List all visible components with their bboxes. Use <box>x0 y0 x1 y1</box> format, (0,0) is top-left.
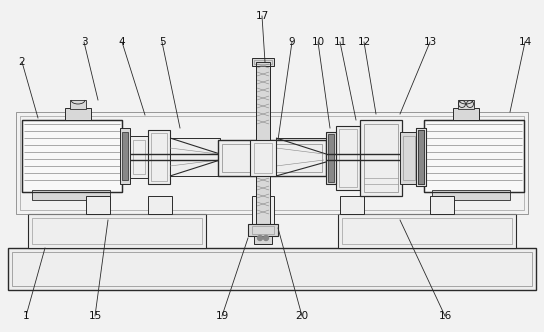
Text: 10: 10 <box>311 37 325 47</box>
Bar <box>338 214 516 248</box>
Bar <box>252 58 274 66</box>
Bar <box>252 196 274 224</box>
Bar <box>256 62 270 140</box>
Text: 16: 16 <box>438 311 452 321</box>
Circle shape <box>263 235 269 240</box>
Text: 2: 2 <box>18 57 26 67</box>
Bar <box>65 108 91 120</box>
Text: 11: 11 <box>333 37 347 47</box>
Bar <box>416 128 426 186</box>
Circle shape <box>257 235 263 240</box>
Bar <box>416 128 426 186</box>
Text: 17: 17 <box>255 11 269 21</box>
Bar <box>400 132 418 184</box>
Bar <box>12 252 532 286</box>
Text: 5: 5 <box>159 37 165 47</box>
Text: 15: 15 <box>88 311 102 321</box>
Bar <box>418 130 424 184</box>
Bar <box>20 116 524 210</box>
Bar <box>32 218 202 244</box>
Bar <box>8 248 536 290</box>
Bar <box>458 100 474 109</box>
Bar <box>256 62 270 140</box>
Bar <box>32 190 110 200</box>
Bar <box>403 136 415 180</box>
Bar <box>86 196 110 214</box>
Text: 3: 3 <box>81 37 88 47</box>
Bar <box>218 140 326 176</box>
Bar <box>254 143 272 173</box>
Bar <box>22 120 122 192</box>
Bar <box>276 138 326 176</box>
Bar <box>252 226 274 234</box>
Bar <box>328 134 334 182</box>
Bar <box>222 144 322 172</box>
Bar <box>424 120 524 192</box>
Bar <box>342 218 512 244</box>
Bar <box>360 120 402 196</box>
Bar <box>148 196 172 214</box>
Bar <box>28 214 206 248</box>
Bar <box>364 124 398 192</box>
Text: 4: 4 <box>119 37 125 47</box>
Bar <box>70 100 86 109</box>
Bar <box>424 120 524 192</box>
Bar <box>248 224 278 236</box>
Bar <box>250 140 276 176</box>
Text: 19: 19 <box>215 311 228 321</box>
Bar <box>430 196 454 214</box>
Text: 14: 14 <box>518 37 531 47</box>
Bar <box>254 60 272 64</box>
Bar <box>432 190 510 200</box>
Bar <box>170 138 220 176</box>
Bar <box>256 176 270 224</box>
Bar <box>120 128 130 184</box>
Bar <box>122 132 128 180</box>
Bar <box>151 133 167 181</box>
Bar <box>326 132 336 184</box>
Bar <box>453 108 479 120</box>
Bar <box>340 196 364 214</box>
Text: 9: 9 <box>289 37 295 47</box>
Bar <box>22 120 122 192</box>
Bar <box>148 130 170 184</box>
Bar <box>254 236 272 244</box>
Bar <box>133 140 145 174</box>
Bar <box>256 176 270 224</box>
Text: 1: 1 <box>23 311 29 321</box>
Bar <box>339 129 357 187</box>
Bar <box>336 126 360 190</box>
Bar <box>418 130 424 184</box>
Text: 13: 13 <box>423 37 437 47</box>
Bar <box>130 136 148 178</box>
Text: 12: 12 <box>357 37 370 47</box>
Bar <box>16 112 528 214</box>
Text: 20: 20 <box>295 311 308 321</box>
